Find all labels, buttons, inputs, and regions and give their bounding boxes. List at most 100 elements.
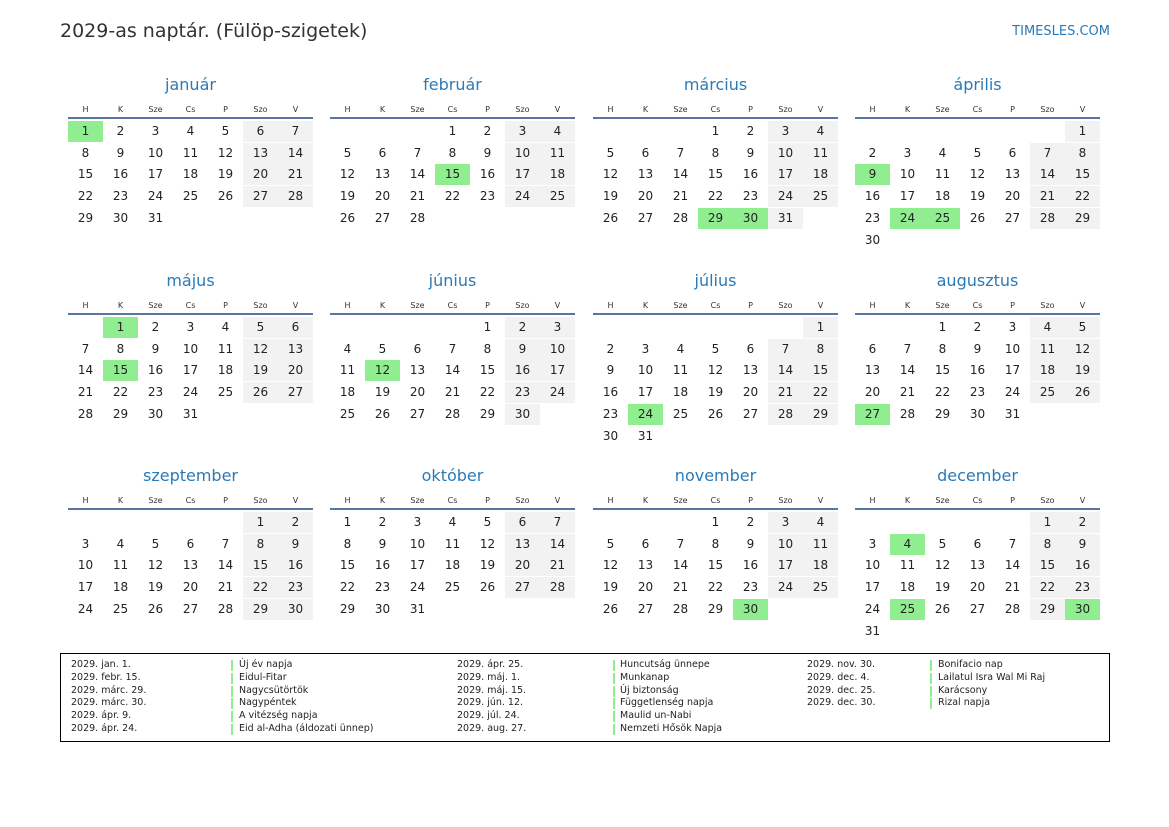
day: 9: [278, 533, 313, 555]
holiday-day: 30: [733, 207, 768, 229]
month-name: június: [428, 271, 477, 290]
holiday-name: Karácsony: [938, 684, 988, 696]
day: 9: [505, 338, 540, 360]
day: 27: [409, 406, 426, 421]
day: 3: [186, 320, 195, 334]
day: 23: [969, 385, 986, 400]
day: 25: [339, 406, 356, 421]
day: 27: [182, 601, 199, 616]
day: 16: [1065, 555, 1100, 577]
day: 10: [864, 558, 881, 573]
month-name: április: [953, 75, 1002, 94]
day: 9: [973, 341, 982, 356]
day: 21: [409, 189, 426, 204]
day: 11: [1030, 338, 1065, 360]
day: 16: [479, 167, 496, 182]
day: 9: [483, 145, 492, 160]
day: 18: [934, 189, 951, 204]
site-link[interactable]: TIMESLES.COM: [1012, 24, 1110, 39]
day: 7: [448, 341, 457, 356]
weekday-label: K: [117, 496, 124, 505]
holiday-marker: [613, 685, 615, 697]
weekday-label: Szo: [778, 496, 793, 505]
day: 16: [505, 360, 540, 382]
day: 30: [278, 598, 313, 620]
day: 29: [112, 406, 129, 421]
day: 4: [803, 121, 838, 142]
day: 14: [540, 533, 575, 555]
day: 7: [676, 145, 685, 160]
holiday-date: 2029. ápr. 24.: [71, 723, 138, 734]
holiday-name: Nemzeti Hősök Napja: [620, 723, 723, 734]
day: 31: [1004, 406, 1021, 421]
weekday-label: H: [869, 105, 876, 114]
day: 20: [864, 385, 881, 400]
day: 9: [746, 536, 755, 551]
holiday-legend-box: [60, 653, 1110, 742]
weekday-label: P: [748, 301, 753, 310]
day: 23: [742, 580, 759, 595]
weekday-label: K: [904, 496, 911, 505]
day: 1: [938, 320, 947, 334]
day: 8: [81, 145, 90, 160]
day: 8: [711, 536, 720, 551]
day: 11: [339, 363, 356, 378]
day: 3: [81, 536, 90, 551]
day: 18: [444, 558, 461, 573]
day: 24: [540, 382, 575, 404]
day: 25: [217, 385, 234, 400]
holiday-day: 15: [435, 164, 470, 186]
month-name: december: [937, 466, 1018, 485]
weekday-label: Szo: [778, 301, 793, 310]
month-rule: [68, 117, 313, 119]
day: 17: [409, 558, 426, 573]
day: 20: [278, 360, 313, 382]
day: 19: [934, 580, 951, 595]
month-rule: [330, 313, 575, 315]
day: 22: [339, 580, 356, 595]
day: 15: [77, 167, 94, 182]
day: 12: [479, 536, 496, 551]
day: 4: [938, 145, 947, 160]
day: 6: [413, 341, 422, 356]
day: 8: [116, 341, 125, 356]
day: 17: [637, 385, 654, 400]
month-rule: [68, 508, 313, 510]
day: 13: [637, 558, 654, 573]
weekday-label: V: [292, 496, 299, 505]
weekday-label: K: [379, 301, 386, 310]
day: 22: [1065, 186, 1100, 208]
holiday-date: 2029. márc. 30.: [71, 697, 147, 709]
weekday-label: P: [748, 105, 753, 114]
holiday-name: A vitézség napja: [239, 710, 318, 722]
day: 29: [934, 406, 951, 421]
day: 22: [803, 382, 838, 404]
weekday-label: V: [817, 496, 824, 505]
day: 18: [112, 580, 129, 595]
day: 24: [409, 580, 426, 595]
day: 6: [243, 121, 278, 142]
day: 18: [803, 164, 838, 186]
day: 1: [711, 515, 720, 529]
day: 29: [707, 601, 724, 616]
day: 2: [505, 317, 540, 338]
weekday-label: P: [1010, 496, 1015, 505]
weekday-label: P: [223, 301, 228, 310]
day: 2: [746, 124, 755, 138]
day: 14: [278, 142, 313, 164]
day: 18: [803, 555, 838, 577]
weekday-label: H: [607, 301, 614, 310]
day: 3: [505, 121, 540, 142]
weekday-label: Szo: [1040, 301, 1055, 310]
day: 18: [182, 167, 199, 182]
weekday-label: Cs: [185, 496, 196, 505]
day: 10: [409, 536, 426, 551]
day: 6: [868, 341, 877, 356]
holiday-marker: [613, 698, 615, 710]
day: 8: [1065, 142, 1100, 164]
day: 16: [602, 385, 619, 400]
holiday-name: Huncutság ünnepe: [620, 659, 710, 670]
day: 20: [637, 189, 654, 204]
day: 29: [803, 403, 838, 425]
holiday-name: Eid al-Adha (áldozati ünnep): [239, 723, 374, 734]
